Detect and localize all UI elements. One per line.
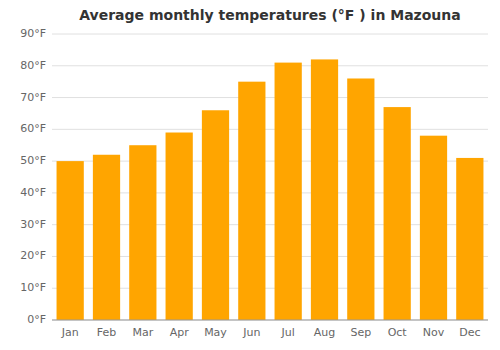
grid-line <box>52 34 488 35</box>
y-tick-label: 50°F <box>20 154 46 167</box>
grid-line <box>52 97 488 98</box>
bar <box>456 158 483 320</box>
bar <box>166 133 193 320</box>
grid <box>52 34 488 320</box>
y-tick-label: 30°F <box>20 218 46 231</box>
x-tick-label: Dec <box>459 326 480 339</box>
y-tick-label: 90°F <box>20 27 46 40</box>
x-tick-label: Mar <box>132 326 153 339</box>
bar <box>275 63 302 320</box>
chart: 0°F 10°F 20°F 30°F 40°F 50°F 60°F 70°F 80°F 90°F J… <box>0 0 500 350</box>
x-tick-label: Jan <box>61 326 79 339</box>
x-axis: Jan Feb Mar Apr May Jun Jul Aug Sep Oct Nov Dec <box>61 326 481 339</box>
grid-line <box>52 129 488 130</box>
bar <box>420 136 447 320</box>
bar <box>384 107 411 320</box>
bar <box>129 145 156 320</box>
grid-line <box>52 65 488 66</box>
x-tick-label: Nov <box>423 326 445 339</box>
bar <box>57 161 84 320</box>
bar <box>347 78 374 320</box>
x-axis-line <box>52 320 488 321</box>
x-tick-label: May <box>204 326 227 339</box>
x-tick-label: Apr <box>170 326 190 339</box>
bar <box>93 155 120 320</box>
x-tick-label: Aug <box>314 326 335 339</box>
bars <box>57 59 484 320</box>
y-tick-label: 60°F <box>20 122 46 135</box>
y-tick-label: 10°F <box>20 281 46 294</box>
y-tick-label: 80°F <box>20 59 46 72</box>
y-tick-label: 40°F <box>20 186 46 199</box>
title: Average monthly temperatures (°F ) in Ma… <box>79 7 461 23</box>
y-tick-label: 0°F <box>27 313 46 326</box>
x-tick-label: Sep <box>350 326 371 339</box>
y-tick-label: 70°F <box>20 91 46 104</box>
x-tick-label: Feb <box>97 326 116 339</box>
bar <box>202 110 229 320</box>
bar <box>238 82 265 320</box>
bar <box>311 59 338 320</box>
x-tick-label: Jul <box>281 326 295 339</box>
y-tick-label: 20°F <box>20 249 46 262</box>
x-tick-label: Oct <box>388 326 408 339</box>
y-axis: 0°F 10°F 20°F 30°F 40°F 50°F 60°F 70°F 80°F 90°F <box>20 27 46 326</box>
chart-container: 0°F 10°F 20°F 30°F 40°F 50°F 60°F 70°F 80°F 90°F J… <box>0 0 500 350</box>
grid-line <box>52 320 488 321</box>
x-tick-label: Jun <box>242 326 260 339</box>
